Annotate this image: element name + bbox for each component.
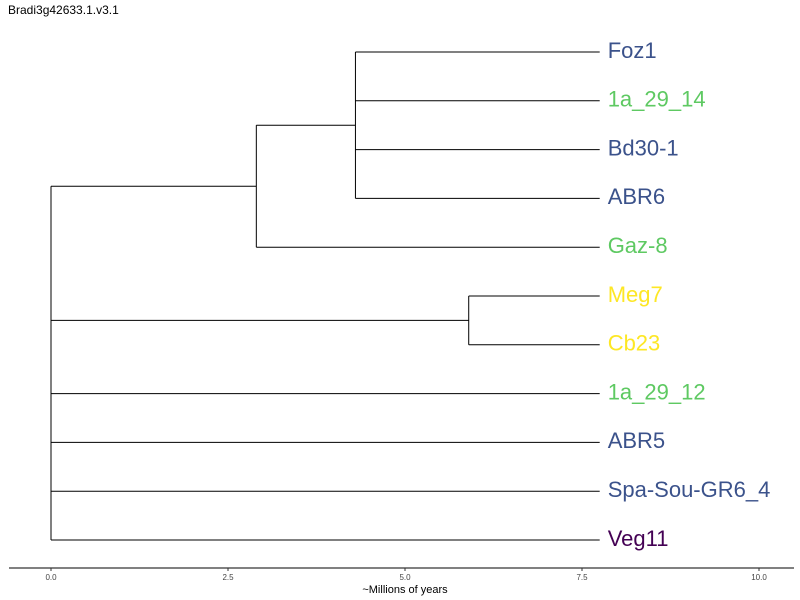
axis-ticks: 0.0 2.5 5.0 7.5 10.0 [45,568,767,582]
tip-label: ABR6 [608,184,665,209]
tip-labels: Foz1 1a_29_14 Bd30-1 ABR6 Gaz-8 Meg7 Cb23 1a_29… [608,38,771,551]
tick-label: 5.0 [399,573,411,582]
tip-label: Spa-Sou-GR6_4 [608,477,771,502]
time-axis: 0.0 2.5 5.0 7.5 10.0 ~Millions of years [9,567,794,596]
tick-label: 0.0 [45,573,57,582]
tree-branches [50,51,600,541]
tip-label: Meg7 [608,282,663,307]
figure-title: Bradi3g42633.1.v3.1 [8,3,119,17]
tip-label: Foz1 [608,38,657,63]
tip-label: Veg11 [608,526,669,551]
tick-label: 10.0 [751,573,767,582]
axis-title: ~Millions of years [362,584,448,596]
tick-label: 7.5 [576,573,588,582]
tip-label: ABR5 [608,428,665,453]
tip-label: Gaz-8 [608,233,668,258]
tip-label: Cb23 [608,331,661,356]
tick-label: 2.5 [222,573,234,582]
tip-label: Bd30-1 [608,135,679,160]
tip-label: 1a_29_14 [608,87,706,112]
tip-label: 1a_29_12 [608,379,706,404]
